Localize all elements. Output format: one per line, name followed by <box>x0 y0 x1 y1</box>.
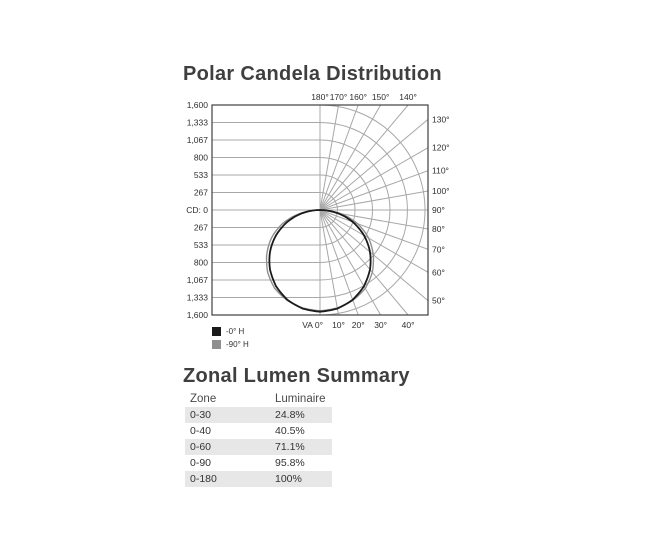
bottom-angle-tick: 40° <box>402 320 415 330</box>
polar-angle-line <box>319 104 340 211</box>
legend-label-90h: -90° H <box>226 340 249 349</box>
table-header-row: Zone Luminaire <box>185 390 332 407</box>
left-axis-tick: 800 <box>194 153 208 163</box>
zonal-summary-table: Zone Luminaire 0-30 24.8% 0-40 40.5% 0-60 71.… <box>185 390 332 487</box>
right-angle-tick: 80° <box>432 224 445 234</box>
polar-angle-line <box>319 209 409 316</box>
table-row: 0-40 40.5% <box>185 423 332 439</box>
polar-angle-line <box>319 209 382 316</box>
bottom-angle-tick: 30° <box>374 320 387 330</box>
polar-chart-title: Polar Candela Distribution <box>183 63 442 85</box>
top-angle-tick: 170° <box>330 92 348 102</box>
bottom-angle-tick: VA 0° <box>302 320 323 330</box>
left-axis-tick: 533 <box>194 240 208 250</box>
right-angle-tick: 60° <box>432 267 445 277</box>
legend-swatch-90h-icon <box>212 340 221 349</box>
left-axis-tick: 533 <box>194 170 208 180</box>
table-body: 0-30 24.8% 0-40 40.5% 0-60 71.1% 0-90 95.8% 0-18… <box>185 407 332 487</box>
left-axis-tick: 267 <box>194 188 208 198</box>
curve-0deg-h <box>268 209 372 313</box>
polar-angle-line <box>319 209 340 316</box>
polar-angle-line <box>319 209 429 250</box>
polar-angle-line <box>319 190 429 211</box>
zone-cell: 0-40 <box>190 425 212 437</box>
top-angle-tick: 150° <box>372 92 390 102</box>
right-angle-tick: 100° <box>432 186 450 196</box>
column-header-luminaire: Luminaire <box>275 392 326 405</box>
polar-angle-line <box>319 104 359 211</box>
zone-cell: 0-30 <box>190 409 212 421</box>
polar-angle-line <box>319 104 382 211</box>
top-angle-tick: 180° <box>311 92 329 102</box>
left-axis-tick: 1,600 <box>187 100 209 110</box>
luminaire-cell: 95.8% <box>275 457 305 469</box>
right-angle-tick: 110° <box>432 166 449 176</box>
zonal-summary-title: Zonal Lumen Summary <box>183 365 410 387</box>
table-row: 0-180 100% <box>185 471 332 487</box>
legend-item-0h: -0° H <box>212 325 249 338</box>
left-axis-tick: CD: 0 <box>186 205 208 215</box>
column-header-zone: Zone <box>190 392 217 405</box>
curve-90deg-h <box>265 209 375 312</box>
polar-angle-line <box>319 170 429 211</box>
polar-angle-line <box>319 209 359 316</box>
zone-cell: 0-180 <box>190 473 217 485</box>
right-angle-tick: 120° <box>432 143 450 153</box>
luminaire-cell: 40.5% <box>275 425 305 437</box>
right-angle-tick: 130° <box>432 114 450 124</box>
left-axis-tick: 267 <box>194 223 208 233</box>
left-axis-tick: 1,067 <box>187 275 209 285</box>
zone-cell: 0-60 <box>190 441 212 453</box>
left-axis-tick: 1,333 <box>187 293 209 303</box>
table-row: 0-90 95.8% <box>185 455 332 471</box>
left-axis-tick: 1,067 <box>187 135 209 145</box>
table-row: 0-30 24.8% <box>185 407 332 423</box>
right-angle-tick: 90° <box>432 205 445 215</box>
left-axis-tick: 1,600 <box>187 310 209 320</box>
table-row: 0-60 71.1% <box>185 439 332 455</box>
polar-angle-line <box>319 147 429 211</box>
luminaire-cell: 24.8% <box>275 409 305 421</box>
bottom-angle-tick: 10° <box>332 320 345 330</box>
right-angle-tick: 70° <box>432 244 445 254</box>
right-angle-tick: 50° <box>432 296 445 306</box>
legend-swatch-0h-icon <box>212 327 221 336</box>
luminaire-cell: 100% <box>275 473 302 485</box>
left-axis-tick: 1,333 <box>187 118 209 128</box>
legend-label-0h: -0° H <box>226 327 245 336</box>
polar-angle-line <box>319 118 429 211</box>
zone-cell: 0-90 <box>190 457 212 469</box>
chart-frame <box>211 104 429 316</box>
chart-legend: -0° H -90° H <box>212 325 249 351</box>
left-axis-tick: 800 <box>194 258 208 268</box>
legend-item-90h: -90° H <box>212 338 249 351</box>
top-angle-tick: 140° <box>399 92 417 102</box>
top-angle-tick: 160° <box>349 92 367 102</box>
bottom-angle-tick: 20° <box>352 320 365 330</box>
luminaire-cell: 71.1% <box>275 441 305 453</box>
polar-angle-line <box>319 104 409 211</box>
polar-angle-line <box>319 209 429 273</box>
